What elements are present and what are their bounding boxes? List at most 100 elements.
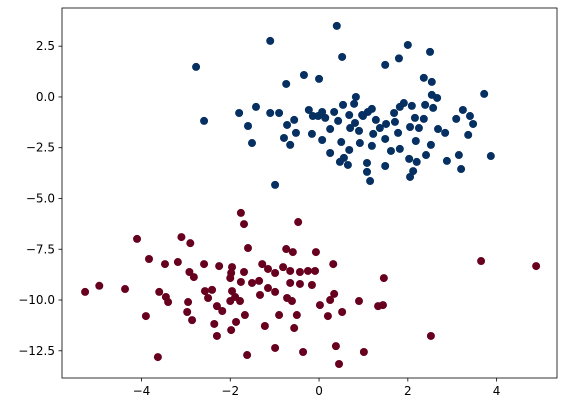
point bbox=[307, 280, 316, 289]
point bbox=[177, 233, 186, 242]
point bbox=[228, 287, 237, 296]
point bbox=[226, 297, 235, 306]
y-tick-label: −10.0 bbox=[18, 293, 55, 307]
point bbox=[414, 124, 423, 133]
point bbox=[311, 248, 320, 257]
point bbox=[441, 128, 450, 137]
point bbox=[240, 267, 249, 276]
point bbox=[412, 157, 421, 166]
point bbox=[141, 312, 150, 321]
point bbox=[394, 128, 403, 137]
point bbox=[335, 157, 344, 166]
axes-frame bbox=[61, 7, 558, 379]
point bbox=[258, 260, 267, 269]
point bbox=[279, 133, 288, 142]
point bbox=[307, 129, 316, 138]
point bbox=[318, 107, 327, 116]
point bbox=[192, 62, 201, 71]
point bbox=[457, 165, 466, 174]
point bbox=[283, 120, 292, 129]
point bbox=[160, 260, 169, 269]
point bbox=[271, 343, 280, 352]
point bbox=[286, 266, 295, 275]
point bbox=[345, 111, 354, 120]
point bbox=[232, 317, 241, 326]
point bbox=[410, 113, 419, 122]
point bbox=[335, 359, 344, 368]
point bbox=[271, 287, 280, 296]
point bbox=[226, 274, 235, 283]
point bbox=[133, 234, 142, 243]
point bbox=[299, 348, 308, 357]
point bbox=[271, 269, 280, 278]
point bbox=[228, 263, 237, 272]
point bbox=[282, 79, 291, 88]
point bbox=[422, 151, 431, 160]
point bbox=[294, 218, 303, 227]
point bbox=[260, 322, 269, 331]
point bbox=[291, 128, 300, 137]
point bbox=[295, 279, 304, 288]
point bbox=[204, 293, 213, 302]
point bbox=[458, 105, 467, 114]
point bbox=[350, 99, 359, 108]
point bbox=[315, 301, 324, 310]
point bbox=[355, 297, 363, 306]
point bbox=[381, 161, 390, 170]
point bbox=[330, 107, 339, 116]
point bbox=[426, 47, 435, 56]
point bbox=[311, 266, 320, 275]
point bbox=[288, 248, 297, 257]
point bbox=[381, 60, 390, 69]
point bbox=[299, 71, 308, 80]
point bbox=[275, 311, 284, 320]
point bbox=[212, 302, 221, 311]
point bbox=[263, 284, 272, 293]
x-tick-label: 4 bbox=[493, 384, 501, 398]
point bbox=[164, 298, 173, 307]
point bbox=[189, 273, 198, 282]
point bbox=[469, 119, 478, 128]
point bbox=[236, 277, 245, 286]
point bbox=[244, 121, 253, 130]
y-tick-label: −5.0 bbox=[26, 191, 55, 205]
point bbox=[200, 116, 209, 125]
point bbox=[218, 306, 227, 315]
y-tick-label: −7.5 bbox=[26, 242, 55, 256]
point bbox=[338, 308, 347, 317]
point bbox=[321, 113, 330, 122]
point bbox=[480, 89, 489, 98]
point bbox=[329, 260, 338, 269]
point bbox=[442, 156, 451, 165]
point bbox=[464, 130, 473, 139]
point bbox=[452, 114, 461, 123]
point bbox=[332, 21, 341, 30]
x-tick-label: −2 bbox=[221, 384, 239, 398]
point bbox=[244, 244, 253, 253]
point bbox=[173, 258, 182, 267]
point bbox=[286, 140, 295, 149]
point bbox=[395, 144, 404, 153]
point bbox=[369, 129, 378, 138]
point bbox=[155, 287, 164, 296]
point bbox=[382, 119, 391, 128]
point bbox=[355, 139, 364, 148]
point bbox=[406, 172, 415, 181]
point bbox=[366, 177, 375, 186]
point bbox=[331, 342, 340, 351]
point bbox=[486, 152, 495, 161]
point bbox=[323, 312, 332, 321]
point bbox=[255, 276, 264, 285]
point bbox=[406, 123, 415, 132]
point bbox=[236, 297, 245, 306]
point bbox=[532, 262, 541, 271]
point bbox=[355, 126, 363, 135]
point bbox=[303, 266, 312, 275]
point bbox=[394, 54, 403, 63]
point bbox=[338, 52, 347, 61]
point bbox=[81, 287, 90, 296]
point bbox=[315, 74, 324, 83]
point bbox=[279, 263, 288, 272]
point bbox=[345, 145, 354, 154]
